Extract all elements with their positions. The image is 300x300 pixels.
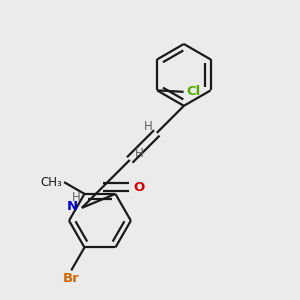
Text: CH₃: CH₃: [41, 176, 63, 189]
Text: Cl: Cl: [187, 85, 201, 98]
Text: Br: Br: [63, 272, 80, 285]
Text: H: H: [135, 147, 143, 160]
Text: N: N: [67, 200, 78, 214]
Text: H: H: [72, 191, 81, 204]
Text: O: O: [133, 181, 144, 194]
Text: H: H: [144, 120, 153, 133]
